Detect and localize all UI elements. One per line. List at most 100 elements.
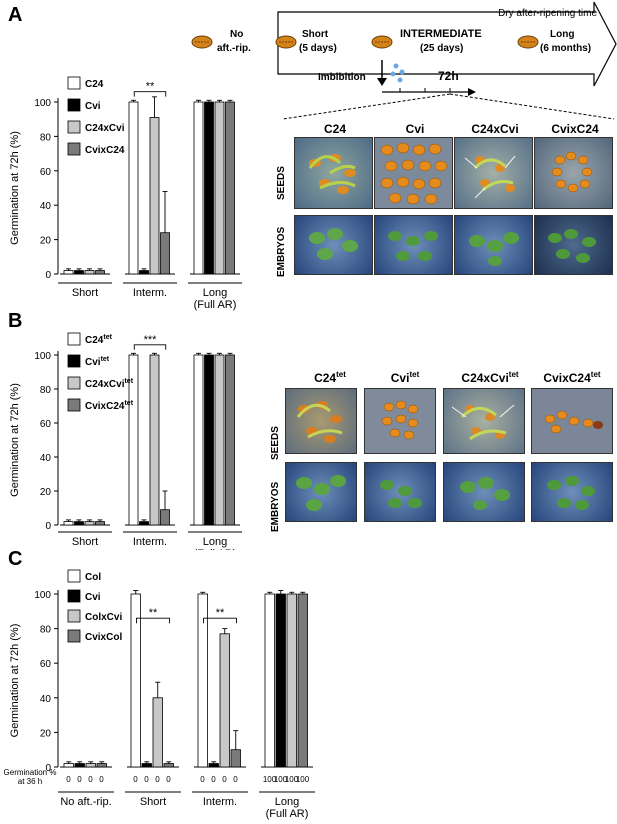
bar <box>84 270 95 275</box>
category-label: Long <box>203 287 227 299</box>
bar <box>219 633 230 768</box>
germination-36h-value: 0 <box>99 775 104 784</box>
embryo-photo-c24tet <box>285 462 357 522</box>
legend-label-text: CvixC24 <box>85 145 125 156</box>
timeline-big-arrow <box>277 1 617 87</box>
bar <box>96 763 107 768</box>
bar <box>63 521 74 526</box>
water-drops-icon <box>390 63 405 83</box>
y-tick-label: 20 <box>40 236 52 247</box>
legend-label-text: C24 <box>85 335 104 346</box>
legend-label-sup: tet <box>103 334 112 341</box>
legend-label: CvixC24 <box>85 145 125 156</box>
bar <box>286 593 297 768</box>
seed-photo-c24tet <box>285 388 357 454</box>
significance-label: *** <box>144 334 158 346</box>
bar <box>130 593 141 768</box>
y-axis-label: Germination at 72h (%) <box>9 131 21 245</box>
y-tick-label: 20 <box>40 487 52 498</box>
bar <box>193 101 204 275</box>
legend-swatch <box>67 376 81 390</box>
seed-icon <box>517 35 539 49</box>
legend-label-text: CvixC24 <box>85 401 125 412</box>
legend-label: CvixCol <box>85 632 122 643</box>
category-label: No aft.-rip. <box>60 796 111 808</box>
legend-label: C24 <box>85 79 104 90</box>
category-label: (Full AR) <box>194 299 237 311</box>
panel-letter-c: C <box>8 548 23 570</box>
bar <box>149 354 160 526</box>
germination-36h-value: 0 <box>166 775 171 784</box>
chart-panel-a: 0 20 40 60 80 100 Germination at 72h (%) Short I… <box>9 76 242 311</box>
germination-36h-value: 0 <box>233 775 238 784</box>
legend-label-text: Cvi <box>85 592 101 603</box>
bar <box>95 270 105 275</box>
legend-label-text: Cvi <box>85 357 101 368</box>
embryo-photo-cvitet <box>364 462 436 522</box>
bar <box>160 509 170 526</box>
bar <box>264 593 275 768</box>
bar <box>74 270 84 275</box>
germination-36h-value: 100 <box>263 775 277 784</box>
bar <box>214 101 225 275</box>
bar <box>193 354 204 526</box>
short-line2: (5 days) <box>299 43 337 54</box>
legend-swatch <box>67 354 81 368</box>
bar <box>225 101 235 275</box>
legend-swatch <box>67 629 81 643</box>
y-tick-label: 0 <box>45 521 51 532</box>
timeline-arrow-label: Dry after-ripening time <box>498 8 597 19</box>
y-tick-label: 80 <box>40 625 52 636</box>
photo-col-label-cvi: Cvi <box>405 122 425 136</box>
no-aft-rip-line1: No <box>230 29 243 40</box>
y-tick-label: 0 <box>45 270 51 281</box>
category-label: Interm. <box>133 287 167 299</box>
seed-icon <box>371 35 393 49</box>
significance-bracket <box>133 344 167 350</box>
legend-label-text: C24 <box>85 79 104 90</box>
legend-label: ColxCvi <box>85 612 122 623</box>
bar <box>204 354 214 526</box>
legend-swatch <box>67 142 81 156</box>
category-label: Short <box>72 536 98 548</box>
bar <box>197 593 208 768</box>
bar <box>225 354 235 526</box>
legend-label-sup: tet <box>124 400 133 407</box>
legend-label-text: ColxCvi <box>85 612 122 623</box>
legend-label: Cvitet <box>85 356 110 368</box>
significance-bracket <box>136 617 170 624</box>
intermediate-line1: INTERMEDIATE <box>400 28 482 40</box>
y-tick-label: 80 <box>40 132 52 143</box>
legend-swatch <box>67 332 81 346</box>
bar <box>74 521 84 526</box>
bar <box>141 763 152 768</box>
y-tick-label: 100 <box>34 98 51 109</box>
seed-photo-c24xcvi <box>454 137 533 209</box>
panel-letter-a: A <box>8 4 23 26</box>
time-72h-label: 72h <box>438 69 459 83</box>
seed-photo-cvixc24 <box>534 137 613 209</box>
legend-label-sup: tet <box>101 356 110 363</box>
y-axis-label: Germination at 72h (%) <box>9 383 21 497</box>
long-line2: (6 months) <box>540 43 591 54</box>
category-label: (Full AR) <box>194 548 237 550</box>
imbibition-label: Imbibition <box>318 72 366 83</box>
bar <box>160 232 170 275</box>
bar <box>128 101 139 275</box>
y-tick-label: 100 <box>34 590 51 601</box>
bar <box>149 117 160 275</box>
bar <box>63 763 74 768</box>
legend-label-text: C24xCvi <box>85 379 125 390</box>
photo-col-label-cvixc24: CvixC24 <box>551 122 599 136</box>
embryo-photo-cvixc24tet <box>531 462 613 522</box>
bar <box>139 521 149 526</box>
legend-swatch <box>67 120 81 134</box>
category-label: Interm. <box>203 796 237 808</box>
bar <box>214 354 225 526</box>
legend-label-text: Cvi <box>85 101 101 112</box>
y-tick-label: 80 <box>40 385 52 396</box>
legend-label-text: CvixCol <box>85 632 122 643</box>
seed-icon <box>275 35 297 49</box>
germination-36h-value: 100 <box>285 775 299 784</box>
germination-36h-value: 0 <box>66 775 71 784</box>
